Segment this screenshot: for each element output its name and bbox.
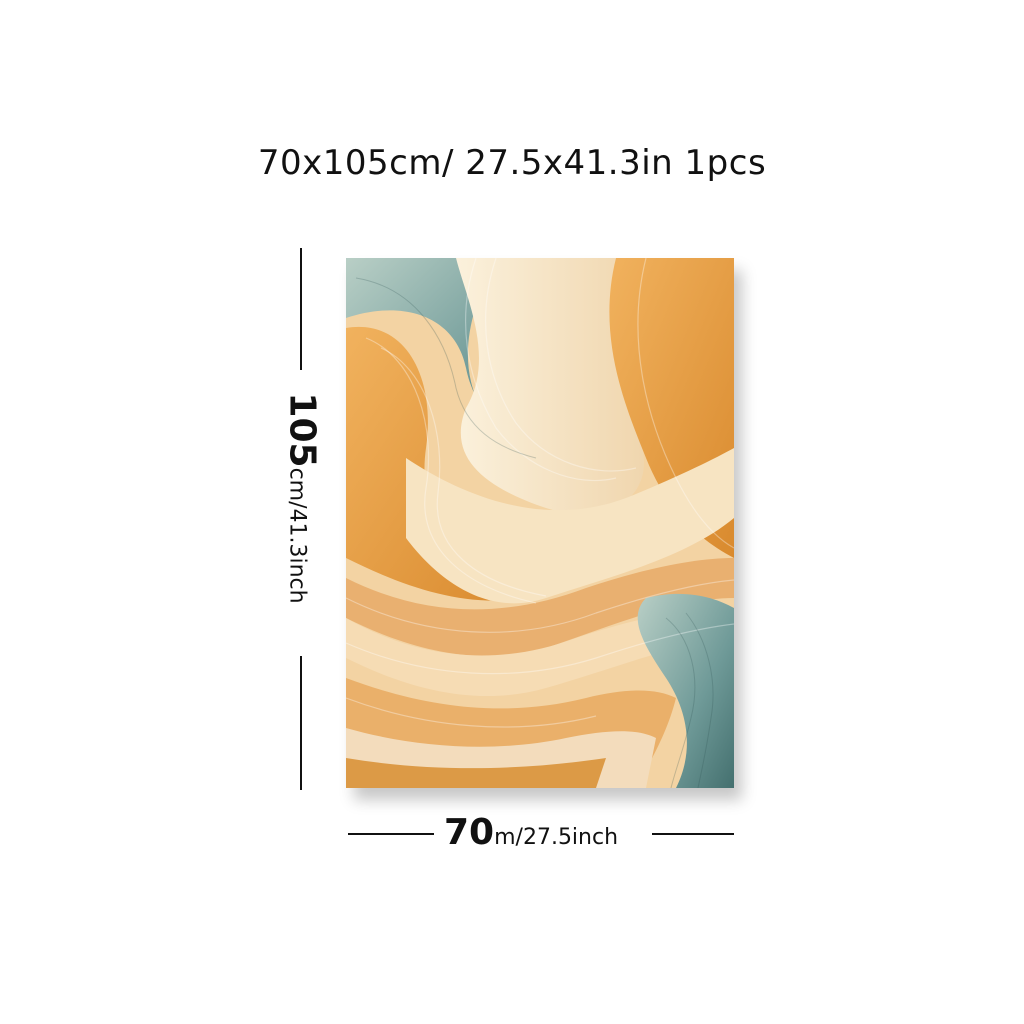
abstract-wave-artwork: [346, 258, 734, 788]
width-unit: m/27.5inch: [494, 825, 619, 850]
height-unit: cm/41.3inch: [284, 467, 310, 604]
width-dimension-line-right: [652, 833, 734, 835]
canvas-print: [346, 258, 734, 788]
width-dimension-label: 70m/27.5inch: [444, 812, 644, 860]
width-dimension-line-left: [348, 833, 434, 835]
width-value: 70: [444, 812, 495, 853]
height-dimension-line-bottom: [300, 656, 302, 790]
size-title: 70x105cm/ 27.5x41.3in 1pcs: [257, 143, 767, 183]
height-dimension-line-top: [300, 248, 302, 370]
height-value: 105: [281, 392, 323, 468]
